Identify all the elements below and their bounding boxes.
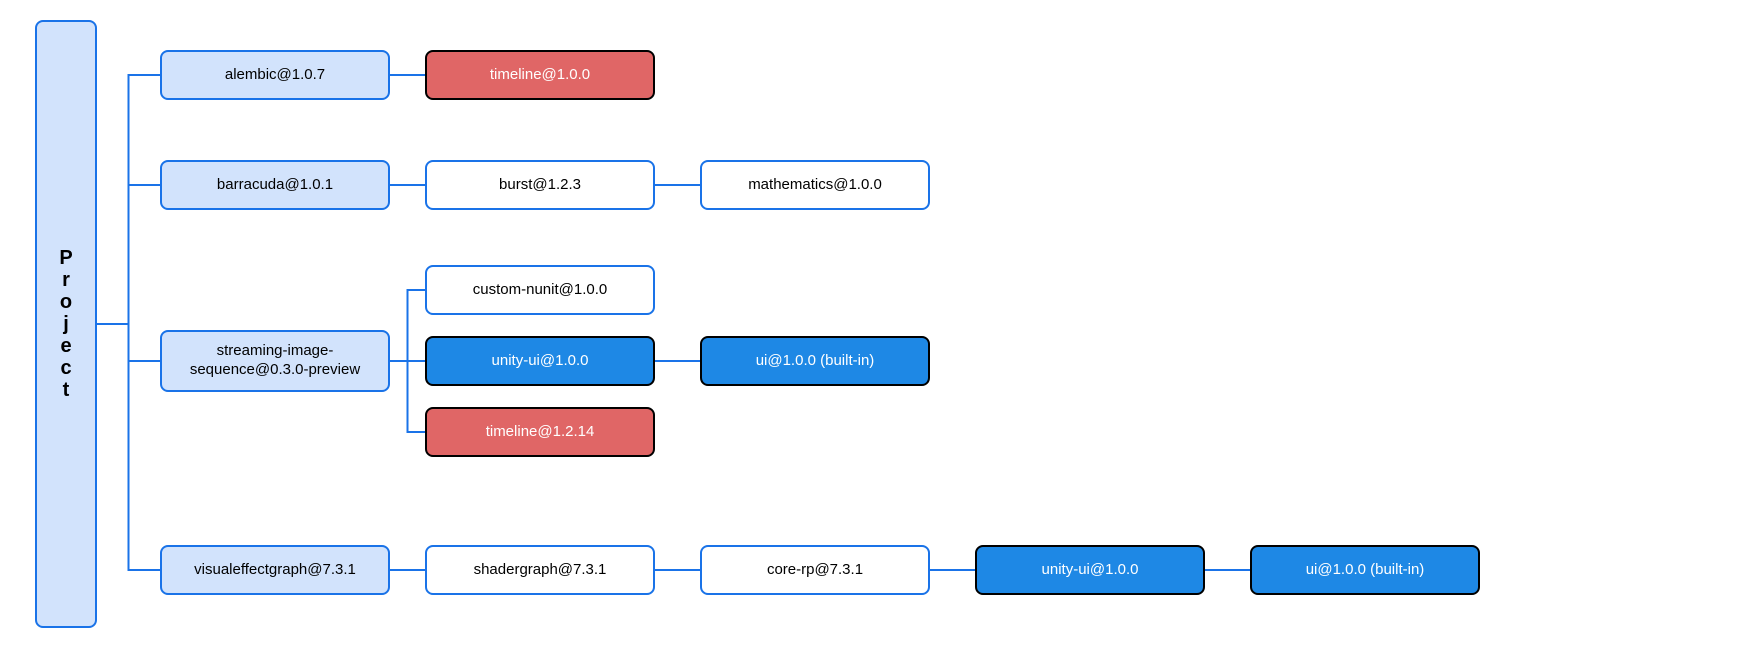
node-barracuda: barracuda@1.0.1: [160, 160, 390, 210]
node-timeline-1-2-14: timeline@1.2.14: [425, 407, 655, 457]
node-core-rp: core-rp@7.3.1: [700, 545, 930, 595]
node-custom-nunit: custom-nunit@1.0.0: [425, 265, 655, 315]
node-shadergraph: shadergraph@7.3.1: [425, 545, 655, 595]
node-timeline-1-0-0: timeline@1.0.0: [425, 50, 655, 100]
node-alembic: alembic@1.0.7: [160, 50, 390, 100]
node-visualeffectgraph: visualeffectgraph@7.3.1: [160, 545, 390, 595]
node-streaming-image-sequence: streaming-image-sequence@0.3.0-preview: [160, 330, 390, 392]
root-label: Project: [59, 247, 72, 401]
node-burst: burst@1.2.3: [425, 160, 655, 210]
node-ui-builtin-2: ui@1.0.0 (built-in): [1250, 545, 1480, 595]
node-project-root: Project: [35, 20, 97, 628]
node-ui-builtin-1: ui@1.0.0 (built-in): [700, 336, 930, 386]
node-unity-ui-1: unity-ui@1.0.0: [425, 336, 655, 386]
node-mathematics: mathematics@1.0.0: [700, 160, 930, 210]
node-unity-ui-2: unity-ui@1.0.0: [975, 545, 1205, 595]
